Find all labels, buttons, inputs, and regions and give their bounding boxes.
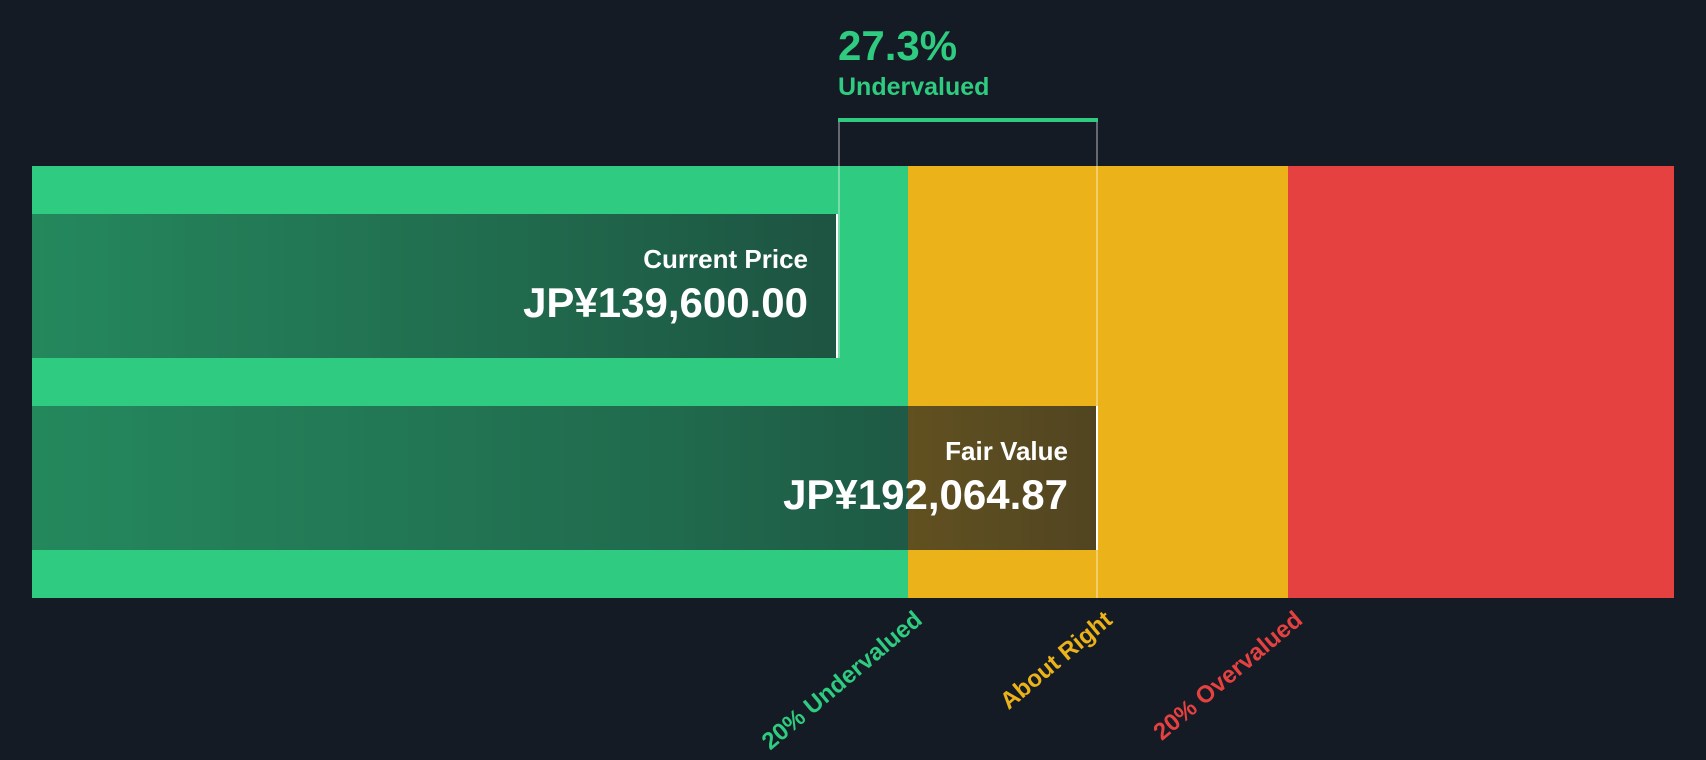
axis-label-about-right: About Right (994, 606, 1118, 715)
valuation-verdict: Undervalued (838, 73, 990, 101)
fair-value-bar: Fair Value JP¥192,064.87 (32, 406, 1098, 550)
current-price-label: Current Price (643, 244, 808, 274)
discount-bracket (838, 118, 1098, 122)
bracket-left-line (838, 118, 840, 358)
fair-value-label-group: Fair Value JP¥192,064.87 (783, 436, 1068, 520)
fair-value-value: JP¥192,064.87 (783, 471, 1068, 518)
current-price-label-group: Current Price JP¥139,600.00 (523, 244, 808, 328)
current-price-value: JP¥139,600.00 (523, 279, 808, 326)
valuation-headline: 27.3% Undervalued (838, 22, 989, 102)
discount-percentage: 27.3% (838, 22, 958, 69)
current-price-bar: Current Price JP¥139,600.00 (32, 214, 838, 358)
bracket-right-line (1096, 118, 1098, 598)
fair-value-label: Fair Value (945, 436, 1068, 466)
axis-label-overvalued: 20% Overvalued (1147, 606, 1308, 746)
zone-overvalued (1288, 166, 1674, 598)
axis-label-undervalued: 20% Undervalued (756, 606, 928, 756)
